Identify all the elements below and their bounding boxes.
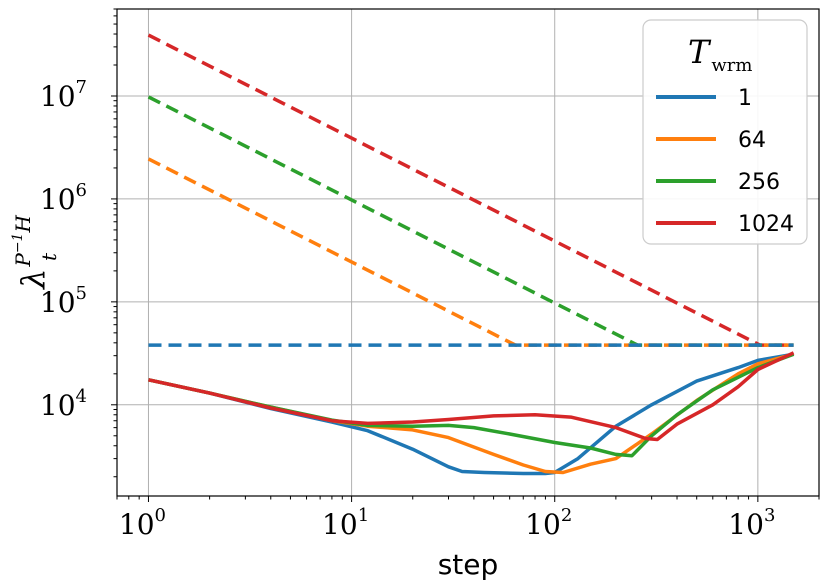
x-tick-label: 102 [525,505,572,541]
y-axis-label: λP−1H t [10,215,61,291]
threshold-dashed-lines [147,33,794,347]
x-tick-label: 103 [728,505,775,541]
y-tick-label: 106 [40,180,87,216]
y-tick-label: 107 [40,77,87,113]
x-tick-label: 100 [119,505,166,541]
x-tick-label: 101 [322,505,369,541]
y-tick-label: 105 [40,283,87,319]
y-axis-ticks: 104 105 106 107 [40,8,117,478]
legend-label-64: 64 [738,128,766,153]
legend-label-256: 256 [738,170,780,195]
svg-text:λP−1H: λP−1H [10,215,52,291]
legend-label-1024: 1024 [738,212,794,237]
legend-label-1: 1 [738,86,752,111]
x-axis-ticks: 100 101 102 103 [116,496,820,541]
x-axis-label: step [438,548,499,581]
svg-text:t: t [37,252,61,261]
legend-box [642,19,808,245]
series-lines [148,351,795,476]
y-tick-label: 104 [40,386,87,422]
series-1024-line [148,351,795,442]
